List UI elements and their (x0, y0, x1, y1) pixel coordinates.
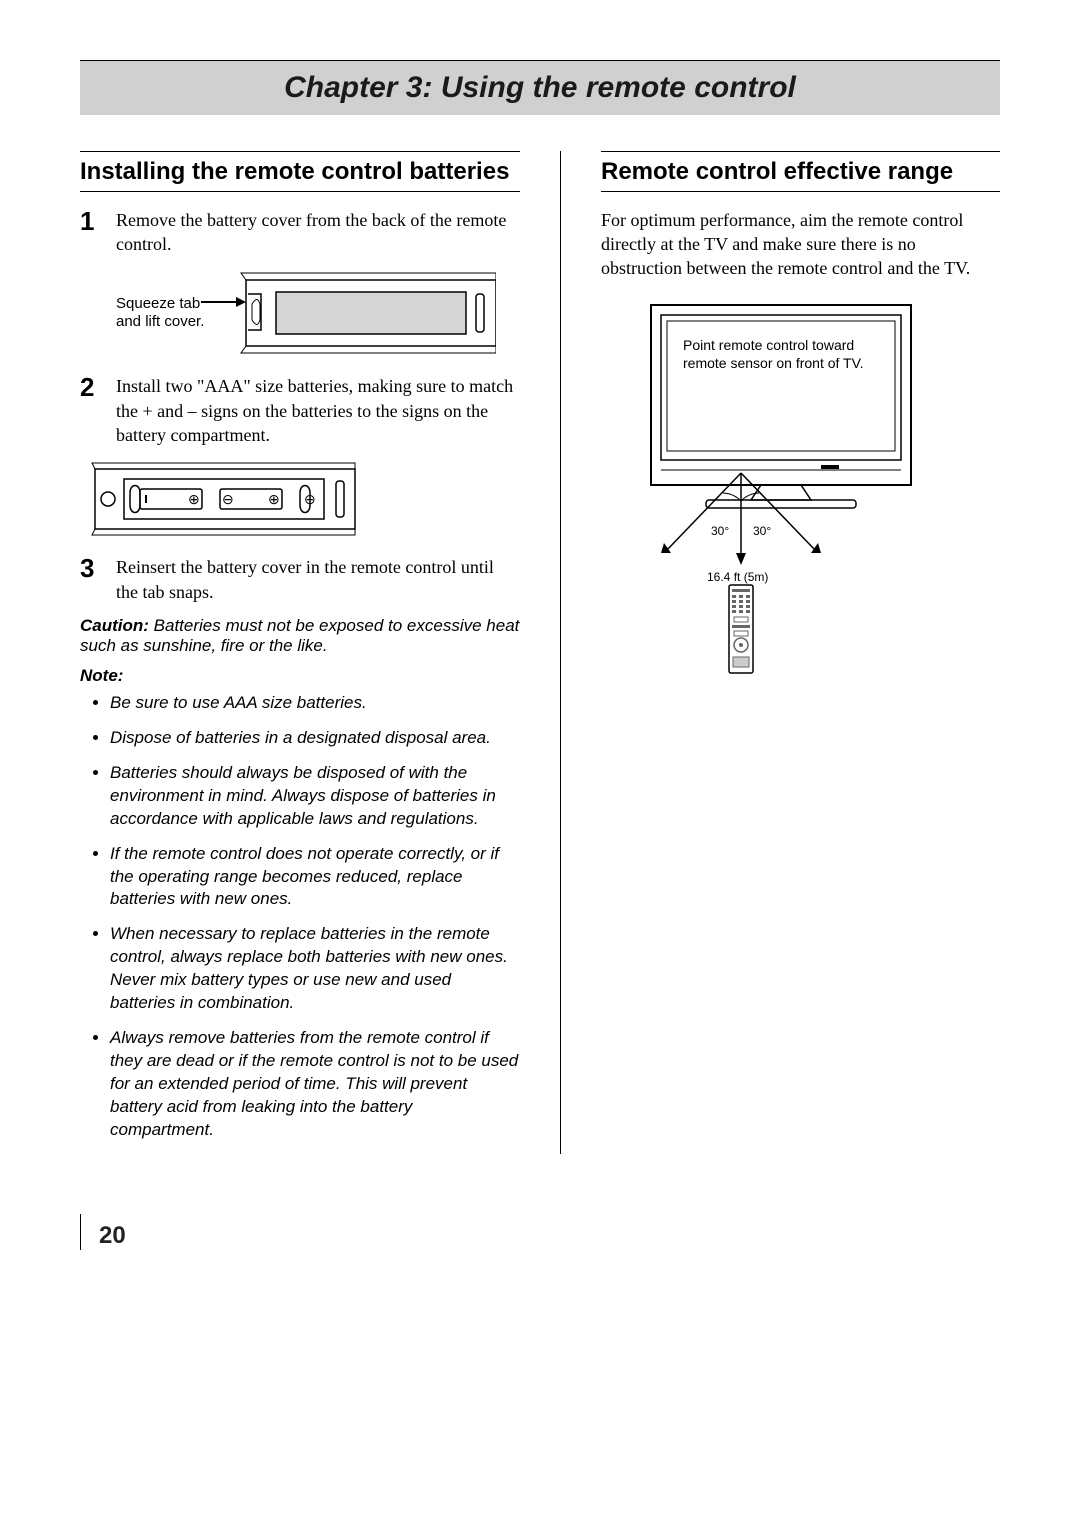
step-number: 1 (80, 208, 104, 257)
note-item: Be sure to use AAA size batteries. (110, 692, 520, 715)
svg-text:⊖: ⊖ (222, 491, 234, 507)
column-right: Remote control effective range For optim… (560, 151, 1000, 1154)
step-3: 3 Reinsert the battery cover in the remo… (80, 555, 520, 604)
note-item: If the remote control does not operate c… (110, 843, 520, 912)
step-number: 3 (80, 555, 104, 604)
install-steps-3: 3 Reinsert the battery cover in the remo… (80, 555, 520, 604)
step-number: 2 (80, 374, 104, 447)
caution-text: Caution: Batteries must not be exposed t… (80, 616, 520, 656)
page-number: 20 (80, 1214, 1000, 1250)
step-text: Reinsert the battery cover in the remote… (116, 555, 520, 604)
fig1-label-line1: Squeeze tab (116, 295, 200, 312)
distance-label: 16.4 ft (5m) (707, 570, 768, 584)
install-steps-2: 2 Install two "AAA" size batteries, maki… (80, 374, 520, 447)
note-item: Always remove batteries from the remote … (110, 1027, 520, 1142)
angle-left: 30° (711, 524, 729, 538)
svg-text:⊕: ⊕ (268, 491, 280, 507)
note-item: Batteries should always be disposed of w… (110, 762, 520, 831)
heading-effective-range: Remote control effective range (601, 151, 1000, 192)
svg-text:⊖: ⊖ (304, 491, 316, 507)
fig1-label-line2: and lift cover. (116, 313, 204, 330)
angle-right: 30° (753, 524, 771, 538)
notes-list: Be sure to use AAA size batteries. Dispo… (80, 692, 520, 1142)
svg-text:⊕: ⊕ (188, 491, 200, 507)
chapter-banner: Chapter 3: Using the remote control (80, 60, 1000, 115)
step-text: Remove the battery cover from the back o… (116, 208, 520, 257)
figure-remove-cover: Squeeze tab and lift cover. (116, 268, 520, 358)
note-item: Dispose of batteries in a designated dis… (110, 727, 520, 750)
install-steps: 1 Remove the battery cover from the back… (80, 208, 520, 257)
figure-effective-range: Point remote control toward remote senso… (611, 295, 1000, 695)
note-item: When necessary to replace batteries in t… (110, 923, 520, 1015)
note-label: Note: (80, 666, 520, 686)
step-text: Install two "AAA" size batteries, making… (116, 374, 520, 447)
caution-label: Caution: (80, 616, 149, 635)
tv-text-line1: Point remote control toward (683, 337, 854, 353)
heading-installing-batteries: Installing the remote control batteries (80, 151, 520, 192)
effective-range-body: For optimum performance, aim the remote … (601, 208, 1000, 281)
step-2: 2 Install two "AAA" size batteries, maki… (80, 374, 520, 447)
tv-text-line2: remote sensor on front of TV. (683, 355, 864, 371)
figure-install-batteries: ⊕ ⊖ ⊕ ⊖ (90, 459, 520, 539)
column-left: Installing the remote control batteries … (80, 151, 520, 1154)
step-1: 1 Remove the battery cover from the back… (80, 208, 520, 257)
